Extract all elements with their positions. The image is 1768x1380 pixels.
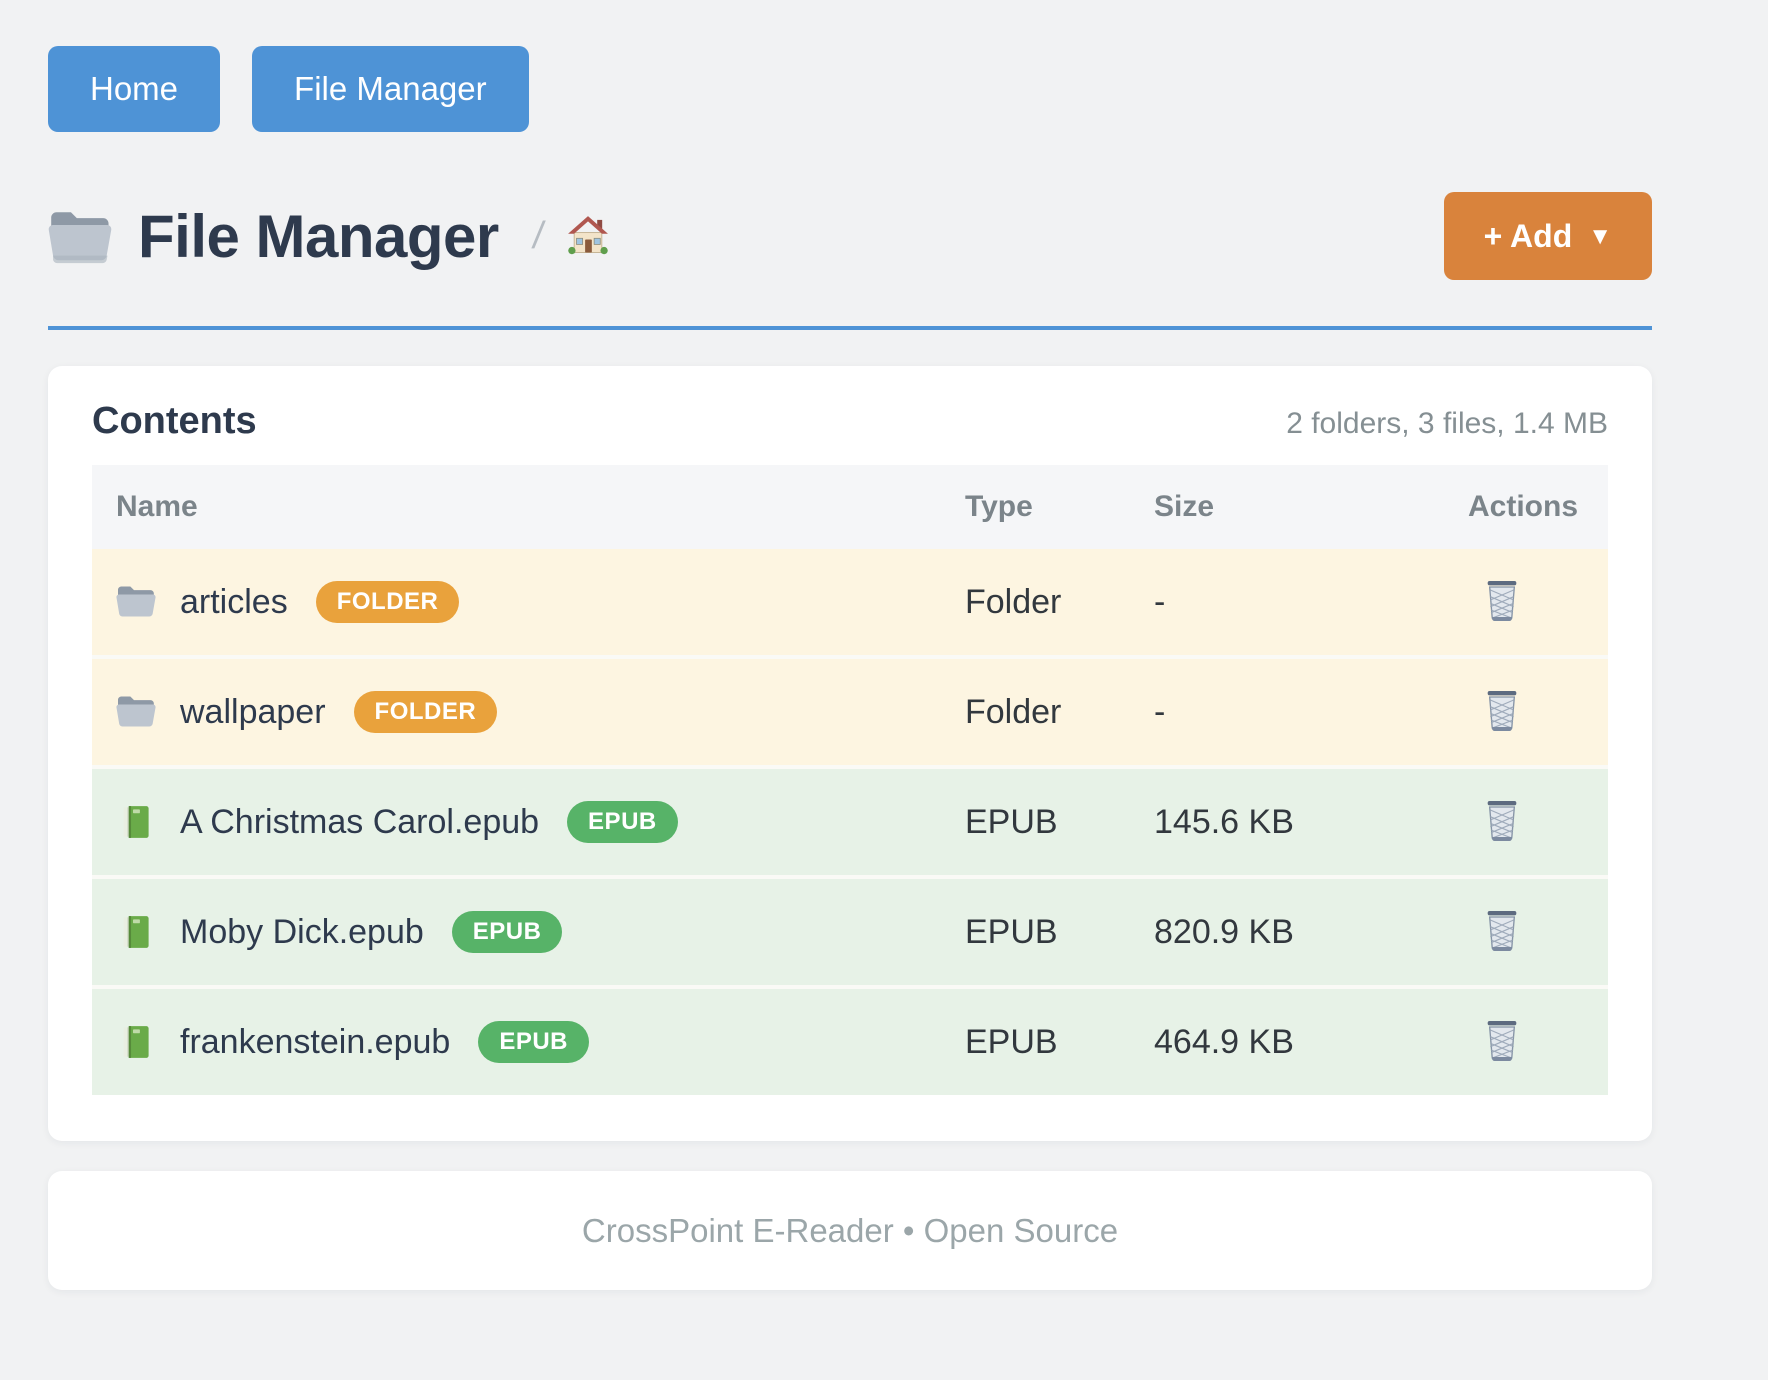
contents-heading: Contents bbox=[92, 400, 257, 442]
folder-icon bbox=[116, 584, 156, 620]
table-header-row: Name Type Size Actions bbox=[92, 465, 1608, 549]
delete-button[interactable] bbox=[1478, 574, 1526, 626]
table-row: A Christmas Carol.epub EPUB EPUB 145.6 K… bbox=[92, 769, 1608, 879]
size-cell: 820.9 KB bbox=[1154, 912, 1294, 951]
breadcrumb-separator: / bbox=[529, 214, 547, 257]
type-cell: EPUB bbox=[965, 1022, 1058, 1061]
size-cell: 145.6 KB bbox=[1154, 802, 1294, 841]
green-book-icon bbox=[116, 914, 156, 950]
house-icon[interactable] bbox=[565, 213, 611, 259]
green-book-icon bbox=[116, 804, 156, 840]
table-row: Moby Dick.epub EPUB EPUB 820.9 KB bbox=[92, 879, 1608, 989]
table-row: frankenstein.epub EPUB EPUB 464.9 KB bbox=[92, 989, 1608, 1095]
table-row: articles FOLDER Folder - bbox=[92, 549, 1608, 659]
size-cell: - bbox=[1154, 692, 1166, 731]
type-cell: EPUB bbox=[965, 802, 1058, 841]
column-header-actions: Actions bbox=[1468, 490, 1579, 523]
file-name-link[interactable]: frankenstein.epub bbox=[180, 1022, 451, 1061]
table-body: articles FOLDER Folder - bbox=[92, 549, 1608, 1095]
trash-icon bbox=[1482, 578, 1522, 622]
add-button[interactable]: + Add ▼ bbox=[1443, 192, 1652, 280]
type-badge: FOLDER bbox=[353, 691, 498, 733]
top-navigation: Home File Manager bbox=[48, 46, 1652, 132]
file-name-link[interactable]: A Christmas Carol.epub bbox=[180, 802, 540, 841]
footer-text: CrossPoint E-Reader • Open Source bbox=[581, 1211, 1119, 1249]
page-header: File Manager / + A bbox=[48, 188, 1652, 284]
add-button-label: + Add bbox=[1483, 217, 1573, 254]
size-cell: 464.9 KB bbox=[1154, 1022, 1294, 1061]
footer-card: CrossPoint E-Reader • Open Source bbox=[48, 1171, 1652, 1290]
trash-icon bbox=[1482, 1018, 1522, 1062]
header-divider bbox=[48, 326, 1652, 330]
page-title: File Manager bbox=[138, 202, 499, 270]
type-badge: FOLDER bbox=[315, 581, 460, 623]
size-cell: - bbox=[1154, 582, 1166, 621]
file-name-link[interactable]: wallpaper bbox=[180, 692, 326, 731]
trash-icon bbox=[1482, 908, 1522, 952]
chevron-down-icon: ▼ bbox=[1588, 223, 1612, 250]
trash-icon bbox=[1482, 798, 1522, 842]
type-cell: Folder bbox=[965, 692, 1062, 731]
type-badge: EPUB bbox=[567, 801, 678, 843]
breadcrumb: / bbox=[529, 213, 612, 259]
folder-icon bbox=[48, 209, 112, 264]
file-manager-button[interactable]: File Manager bbox=[252, 46, 529, 132]
table-row: wallpaper FOLDER Folder - bbox=[92, 659, 1608, 769]
folder-icon bbox=[116, 694, 156, 730]
trash-icon bbox=[1482, 688, 1522, 732]
delete-button[interactable] bbox=[1478, 684, 1526, 736]
file-name-link[interactable]: articles bbox=[180, 582, 288, 621]
type-badge: EPUB bbox=[451, 911, 563, 953]
home-button[interactable]: Home bbox=[48, 46, 221, 132]
column-header-name: Name bbox=[116, 490, 198, 523]
contents-card: Contents 2 folders, 3 files, 1.4 MB Name… bbox=[48, 366, 1652, 1141]
file-name-link[interactable]: Moby Dick.epub bbox=[180, 912, 424, 951]
contents-summary: 2 folders, 3 files, 1.4 MB bbox=[1286, 407, 1608, 440]
delete-button[interactable] bbox=[1478, 794, 1526, 846]
type-badge: EPUB bbox=[478, 1021, 589, 1063]
file-table: Name Type Size Actions bbox=[92, 465, 1608, 1095]
column-header-type: Type bbox=[965, 490, 1033, 523]
delete-button[interactable] bbox=[1478, 1014, 1526, 1066]
column-header-size: Size bbox=[1154, 490, 1215, 523]
delete-button[interactable] bbox=[1478, 904, 1526, 956]
type-cell: Folder bbox=[965, 582, 1062, 621]
green-book-icon bbox=[116, 1024, 156, 1060]
type-cell: EPUB bbox=[965, 912, 1058, 951]
